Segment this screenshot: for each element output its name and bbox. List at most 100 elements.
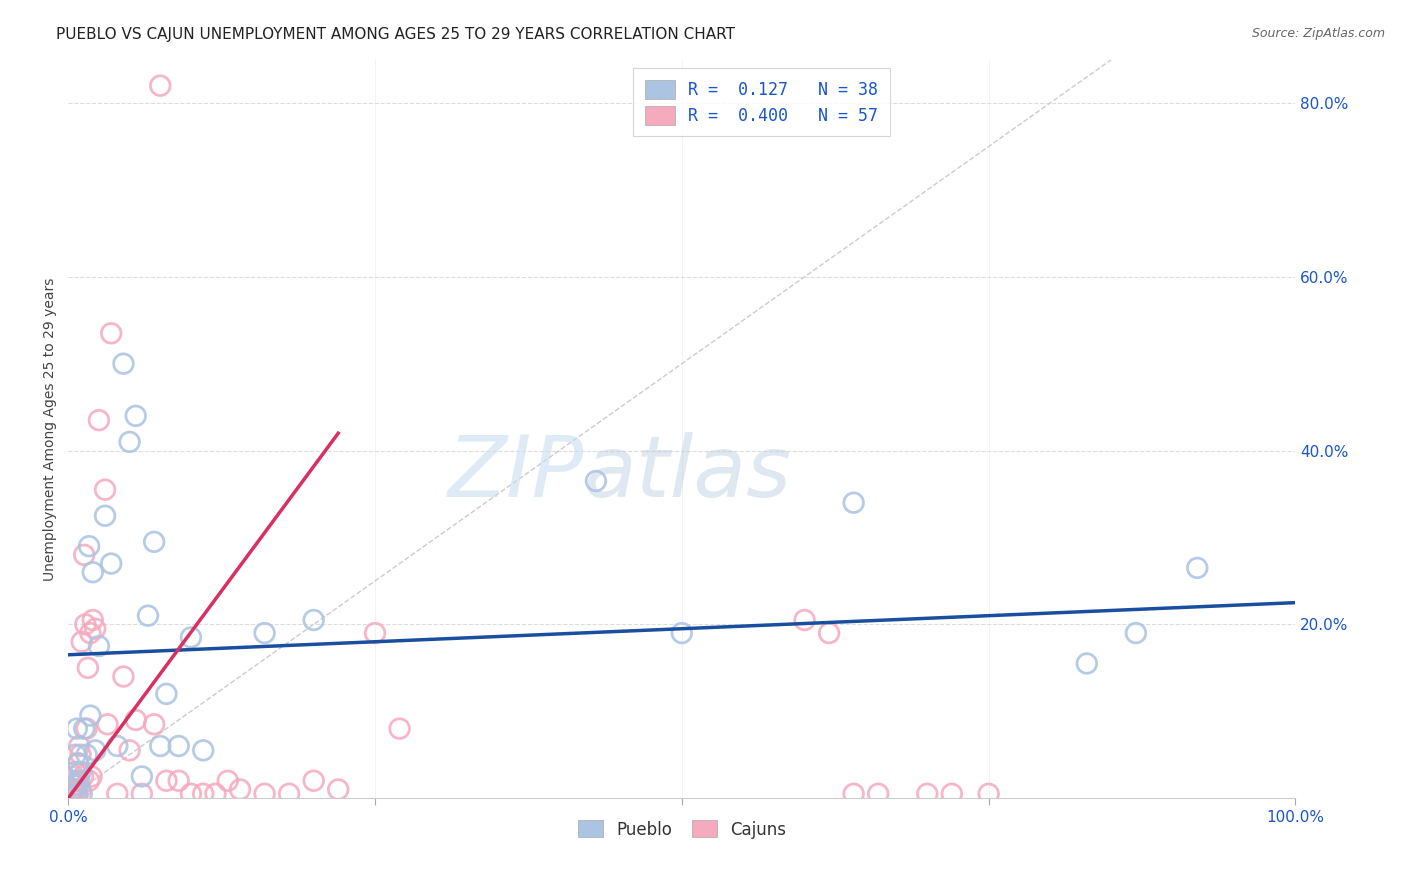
Point xyxy=(136,608,159,623)
Point xyxy=(167,739,190,753)
Point xyxy=(67,778,90,792)
Point xyxy=(63,784,86,798)
Point xyxy=(60,782,83,797)
Point xyxy=(67,756,90,771)
Point xyxy=(818,626,841,640)
Point xyxy=(100,557,122,571)
Point xyxy=(76,722,98,736)
Point xyxy=(149,739,172,753)
Point xyxy=(180,787,202,801)
Point xyxy=(69,782,91,797)
Point xyxy=(143,717,166,731)
Point xyxy=(118,743,141,757)
Point xyxy=(94,483,117,497)
Point xyxy=(59,787,82,801)
Text: atlas: atlas xyxy=(583,432,792,515)
Point xyxy=(87,413,110,427)
Point xyxy=(167,773,190,788)
Point xyxy=(155,687,177,701)
Point xyxy=(73,548,96,562)
Point xyxy=(69,747,91,762)
Point xyxy=(302,613,325,627)
Point xyxy=(77,539,100,553)
Point xyxy=(63,782,86,797)
Text: ZIP: ZIP xyxy=(447,432,583,515)
Point xyxy=(917,787,939,801)
Point xyxy=(112,669,135,683)
Point xyxy=(84,622,107,636)
Point xyxy=(66,773,89,788)
Point xyxy=(94,508,117,523)
Point xyxy=(105,787,128,801)
Point xyxy=(143,534,166,549)
Point xyxy=(868,787,890,801)
Point xyxy=(76,661,98,675)
Point xyxy=(72,769,94,783)
Y-axis label: Unemployment Among Ages 25 to 29 years: Unemployment Among Ages 25 to 29 years xyxy=(44,277,58,581)
Point xyxy=(67,756,90,771)
Point xyxy=(67,773,90,788)
Point xyxy=(79,626,101,640)
Point xyxy=(941,787,963,801)
Point xyxy=(149,78,172,93)
Point xyxy=(1076,657,1098,671)
Point xyxy=(131,787,153,801)
Point xyxy=(204,787,226,801)
Point xyxy=(66,787,89,801)
Point xyxy=(65,747,87,762)
Point xyxy=(77,773,100,788)
Legend: Pueblo, Cajuns: Pueblo, Cajuns xyxy=(571,814,793,846)
Point xyxy=(82,566,104,580)
Point xyxy=(671,626,693,640)
Point xyxy=(112,357,135,371)
Point xyxy=(75,617,97,632)
Point xyxy=(842,496,865,510)
Point xyxy=(70,787,93,801)
Point xyxy=(253,626,276,640)
Point xyxy=(328,782,350,797)
Point xyxy=(118,434,141,449)
Point xyxy=(62,778,84,792)
Point xyxy=(65,778,87,792)
Point xyxy=(60,773,83,788)
Point xyxy=(76,747,98,762)
Point xyxy=(87,639,110,653)
Point xyxy=(79,708,101,723)
Point xyxy=(793,613,815,627)
Point xyxy=(65,765,87,780)
Point xyxy=(65,782,87,797)
Point xyxy=(364,626,387,640)
Point xyxy=(100,326,122,341)
Point xyxy=(66,787,89,801)
Point xyxy=(977,787,1000,801)
Point xyxy=(67,739,90,753)
Point xyxy=(73,722,96,736)
Point xyxy=(63,769,86,783)
Point xyxy=(125,409,148,423)
Point xyxy=(180,631,202,645)
Point xyxy=(193,787,215,801)
Point xyxy=(842,787,865,801)
Point xyxy=(1125,626,1147,640)
Point xyxy=(217,773,239,788)
Point xyxy=(105,739,128,753)
Point xyxy=(1187,561,1209,575)
Point xyxy=(80,769,103,783)
Point xyxy=(278,787,301,801)
Point xyxy=(62,787,84,801)
Point xyxy=(66,722,89,736)
Point xyxy=(193,743,215,757)
Text: Source: ZipAtlas.com: Source: ZipAtlas.com xyxy=(1251,27,1385,40)
Point xyxy=(70,634,93,648)
Point xyxy=(585,474,607,488)
Point xyxy=(69,765,91,780)
Point xyxy=(302,773,325,788)
Point xyxy=(253,787,276,801)
Point xyxy=(155,773,177,788)
Point xyxy=(131,769,153,783)
Point xyxy=(229,782,252,797)
Point xyxy=(96,717,118,731)
Point xyxy=(82,613,104,627)
Point xyxy=(125,713,148,727)
Point xyxy=(84,743,107,757)
